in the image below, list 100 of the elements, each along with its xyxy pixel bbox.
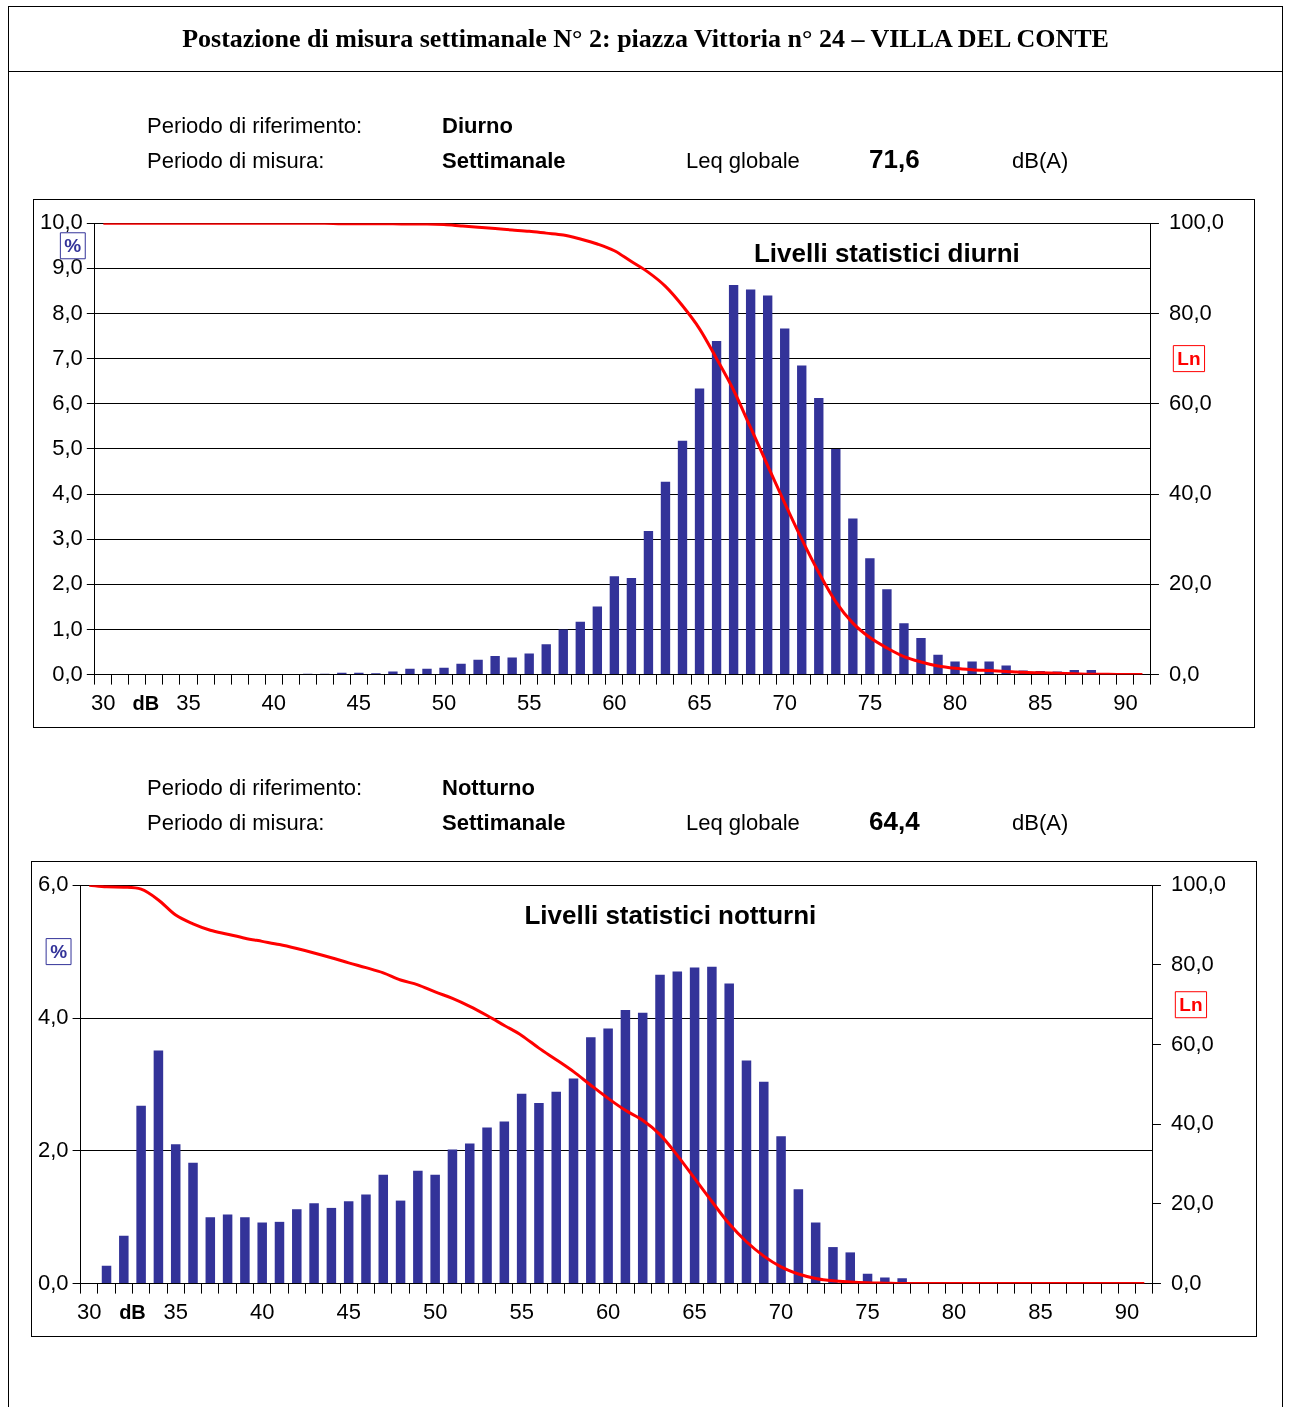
y-tick-label: 2,0 [37,1136,69,1162]
y2-tick-label: 100,0 [1170,871,1227,897]
bar [205,1217,216,1284]
y2-axis-title: Ln [1179,993,1203,1015]
bar [848,518,858,675]
bar [762,295,773,675]
y-tick-label: 4,0 [37,1004,69,1030]
x-tick-label: 70 [768,1298,794,1324]
text: Settimanale [442,148,566,174]
y-tick-label: 1,0 [52,615,83,641]
y2-tick-label: 20,0 [1170,1189,1214,1215]
bar [672,971,683,1284]
y-tick-label: 2,0 [52,570,83,596]
y-tick-label: 0,0 [52,660,83,686]
y-tick-label: 3,0 [52,525,83,551]
text: dB(A) [1012,148,1069,174]
bar [170,1144,181,1284]
bar [575,621,585,675]
y-axis-title: % [64,235,82,256]
bar [626,578,637,675]
text: 71,6 [869,144,920,175]
x-tick-label: 80 [942,689,968,715]
x-tick-label: 45 [346,689,372,715]
text: Leq globale [686,148,800,174]
bar [309,1203,319,1284]
x-tick-label: 55 [509,1298,534,1324]
bar [694,388,705,675]
bar [689,967,700,1284]
bar [499,1121,510,1284]
bar [724,983,734,1284]
bar [551,1091,561,1284]
y-tick-label: 7,0 [52,344,83,370]
y2-tick-label: 60,0 [1170,1030,1214,1056]
bar [899,623,909,675]
y2-tick-label: 80,0 [1168,299,1212,325]
y-axis-title: % [50,940,68,962]
bar [655,974,665,1284]
y-tick-label: 10,0 [39,209,83,235]
y-tick-label: 8,0 [52,299,83,325]
bar [745,289,756,675]
x-tick-label: 30 [91,689,116,715]
y2-tick-label: 20,0 [1168,570,1212,596]
y2-tick-label: 80,0 [1170,950,1214,976]
bar [524,653,534,675]
bar [516,1093,527,1284]
bar [776,1136,786,1284]
bar [257,1222,267,1284]
x-tick-label: 35 [163,1298,188,1324]
bar [343,1201,354,1284]
x-tick-label: 60 [595,1298,621,1324]
x-tick-label: 45 [336,1298,361,1324]
bar [797,365,807,675]
bar [643,531,654,675]
bar [831,448,841,675]
text: Diurno [442,113,513,139]
bar [586,1037,596,1284]
text: Postazione di misura settimanale N° 2: piazza Vittoria n° 24 – VILLA DEL CONTE [9,7,1282,72]
text: Livelli statistici diurni [753,238,1020,269]
x-tick-label: 60 [602,689,627,715]
x-tick-label: 55 [516,689,542,715]
bar [541,644,551,675]
bar [916,638,926,675]
y2-tick-label: 40,0 [1168,480,1212,506]
bar [609,576,620,675]
x-tick-label: 75 [855,1298,880,1324]
x-axis-title: dB [132,692,160,715]
y2-tick-label: 40,0 [1170,1110,1214,1136]
bar [568,1078,579,1284]
y2-axis-title: Ln [1177,347,1201,369]
x-tick-label: 90 [1113,689,1138,715]
bar [447,1149,458,1284]
bar [620,1010,631,1284]
line-series [87,885,1146,1284]
y2-tick-label: 100,0 [1168,209,1225,235]
bar [759,1081,769,1284]
y-tick-label: 9,0 [52,254,83,280]
bar [592,606,603,675]
bar [464,1143,475,1284]
y-tick-label: 0,0 [37,1269,69,1295]
bar [882,589,892,675]
x-tick-label: 75 [857,689,883,715]
bar [707,966,717,1284]
text: Livelli statistici notturni [524,900,817,931]
bar [814,397,824,675]
bar [603,1028,613,1284]
x-tick-label: 40 [261,689,286,715]
y-tick-label: 5,0 [52,434,83,460]
bar [395,1200,406,1284]
text: Periodo di misura: [147,810,325,836]
bar [153,1050,164,1284]
y2-tick-label: 60,0 [1168,389,1212,415]
text: Settimanale [442,810,566,836]
bar [274,1221,285,1284]
bar [677,440,688,675]
bar [240,1217,250,1284]
bar [507,657,517,675]
y-tick-label: 6,0 [52,389,83,415]
text: Periodo di misura: [147,148,325,174]
bar [136,1105,146,1284]
bar [741,1060,752,1284]
